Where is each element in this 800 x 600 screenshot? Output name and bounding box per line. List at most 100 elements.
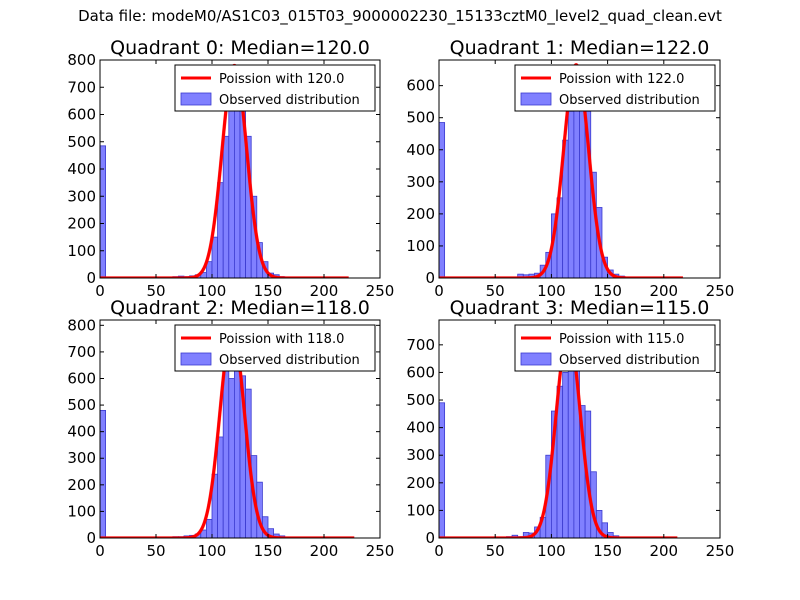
legend: Poission with 118.0 Observed distribution [174, 324, 376, 372]
chart-title: Quadrant 3: Median=115.0 [450, 297, 710, 319]
legend-label: Observed distribution [219, 353, 360, 368]
histogram-bar [217, 436, 224, 538]
legend-patch-swatch [180, 92, 212, 106]
y-tick-label: 300 [67, 187, 96, 205]
legend-label: Poission with 120.0 [219, 72, 344, 87]
x-tick-label: 200 [310, 282, 339, 300]
y-tick-label: 400 [406, 419, 435, 437]
legend-patch-swatch [520, 92, 552, 106]
histogram-bar [228, 378, 235, 538]
y-tick-label: 200 [67, 476, 96, 494]
chart-title: Quadrant 0: Median=120.0 [110, 37, 370, 59]
y-tick-label: 100 [67, 242, 96, 260]
y-tick-label: 500 [67, 396, 96, 414]
x-tick-label: 150 [254, 282, 283, 300]
histogram-bar [439, 402, 446, 538]
quadrant-3-chart: 0 50 100 150 200 250 0 100 200 300 400 500 600 700 Qua… [406, 297, 734, 560]
histogram-bar [573, 85, 580, 278]
legend-label: Observed distribution [219, 93, 360, 108]
quadrant-1-chart: 0 50 100 150 200 250 0 100 200 300 400 500 600 Quadra… [406, 37, 734, 300]
y-tick-label: 400 [67, 160, 96, 178]
axes-frame [438, 319, 721, 539]
x-tick-label: 250 [366, 542, 395, 560]
y-tick-label: 100 [406, 237, 435, 255]
histogram-bar [228, 105, 235, 278]
y-tick-label: 200 [406, 205, 435, 223]
x-tick-label: 250 [366, 282, 395, 300]
legend-label: Poission with 122.0 [559, 72, 684, 87]
y-tick-label: 600 [406, 363, 435, 381]
histogram-bar [205, 518, 213, 538]
y-tick-label: 800 [67, 316, 96, 334]
legend-label: Poission with 115.0 [559, 332, 684, 347]
y-tick-label: 500 [67, 133, 96, 151]
x-tick-label: 50 [486, 282, 505, 300]
y-tick-label: 700 [67, 78, 96, 96]
x-tick-label: 150 [593, 282, 622, 300]
histogram-bar [439, 122, 446, 278]
legend: Poission with 122.0 Observed distribution [514, 64, 716, 112]
y-tick-label: 600 [406, 77, 435, 95]
x-tick-label: 50 [486, 542, 505, 560]
legend-patch-swatch [520, 352, 552, 366]
y-tick-label: 600 [67, 369, 96, 387]
axes-frame [438, 59, 721, 279]
histogram-bar [562, 372, 569, 538]
x-tick-label: 50 [146, 542, 165, 560]
y-tick-label: 100 [406, 501, 435, 519]
legend-label: Observed distribution [559, 93, 700, 108]
y-tick-label: 400 [406, 141, 435, 159]
histogram-bar [567, 110, 575, 278]
y-tick-label: 700 [67, 343, 96, 361]
y-tick-label: 300 [406, 446, 435, 464]
x-tick-label: 100 [537, 282, 566, 300]
y-tick-label: 300 [406, 173, 435, 191]
y-tick-label: 0 [86, 269, 96, 287]
x-tick-label: 200 [310, 542, 339, 560]
y-tick-label: 500 [406, 109, 435, 127]
y-tick-label: 800 [67, 51, 96, 69]
y-tick-label: 0 [425, 529, 435, 547]
y-tick-label: 500 [406, 391, 435, 409]
x-tick-label: 100 [198, 542, 227, 560]
y-tick-label: 200 [406, 474, 435, 492]
chart-title: Quadrant 1: Median=122.0 [450, 37, 710, 59]
y-tick-label: 600 [67, 106, 96, 124]
x-tick-label: 50 [146, 282, 165, 300]
x-tick-label: 250 [706, 282, 735, 300]
histogram-bar [601, 522, 608, 538]
histogram-bar [222, 135, 230, 278]
histogram-bar [211, 236, 218, 278]
x-tick-label: 200 [649, 282, 678, 300]
y-tick-label: 300 [67, 449, 96, 467]
legend: Poission with 115.0 Observed distribution [514, 324, 716, 372]
y-tick-label: 0 [86, 529, 96, 547]
y-tick-label: 100 [67, 502, 96, 520]
quadrant-0-chart: 0 50 100 150 200 250 0 100 200 300 400 500 600 700 800… [67, 37, 394, 300]
y-tick-label: 0 [425, 269, 435, 287]
poisson-curve [439, 330, 679, 538]
poisson-curve [100, 63, 350, 278]
x-tick-label: 150 [254, 542, 283, 560]
x-tick-label: 100 [198, 282, 227, 300]
y-tick-label: 700 [406, 336, 435, 354]
x-tick-label: 100 [537, 542, 566, 560]
histogram-bar [100, 145, 106, 278]
poisson-curve [439, 63, 684, 278]
axes-frame [99, 319, 381, 539]
legend-patch-swatch [180, 352, 212, 366]
figure-suptitle: Data file: modeM0/AS1C03_015T03_90000022… [78, 7, 722, 25]
x-tick-label: 200 [649, 542, 678, 560]
x-tick-label: 0 [434, 282, 444, 300]
legend: Poission with 120.0 Observed distribution [174, 64, 376, 112]
x-tick-label: 0 [434, 542, 444, 560]
y-tick-label: 400 [67, 423, 96, 441]
x-tick-label: 250 [706, 542, 735, 560]
legend-label: Poission with 118.0 [219, 332, 344, 347]
chart-title: Quadrant 2: Median=118.0 [110, 297, 370, 319]
histogram-bar [100, 409, 106, 538]
y-tick-label: 200 [67, 215, 96, 233]
x-tick-label: 150 [593, 542, 622, 560]
x-tick-label: 0 [95, 542, 105, 560]
